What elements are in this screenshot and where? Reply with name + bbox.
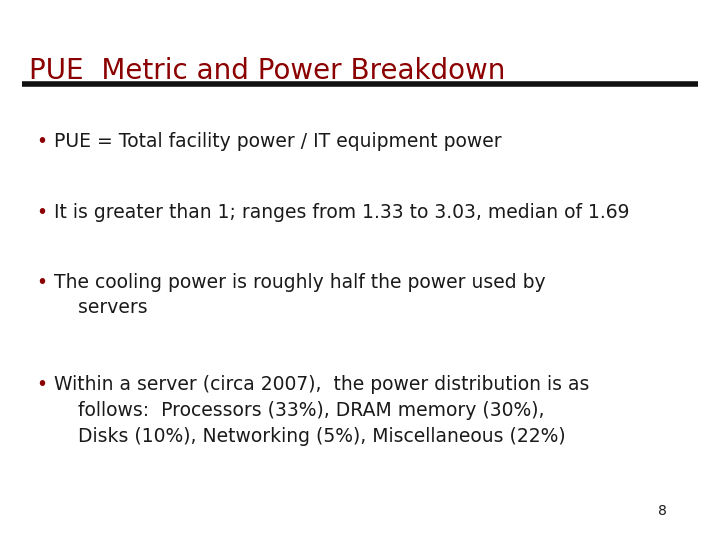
Text: It is greater than 1; ranges from 1.33 to 3.03, median of 1.69: It is greater than 1; ranges from 1.33 t… [54,202,629,221]
Text: The cooling power is roughly half the power used by
    servers: The cooling power is roughly half the po… [54,273,546,318]
Text: •: • [36,202,47,221]
Text: PUE  Metric and Power Breakdown: PUE Metric and Power Breakdown [29,57,505,85]
Text: •: • [36,132,47,151]
Text: Within a server (circa 2007),  the power distribution is as
    follows:  Proces: Within a server (circa 2007), the power … [54,375,590,446]
Text: •: • [36,273,47,292]
Text: PUE = Total facility power / IT equipment power: PUE = Total facility power / IT equipmen… [54,132,502,151]
Text: •: • [36,375,47,394]
Text: 8: 8 [658,504,667,518]
